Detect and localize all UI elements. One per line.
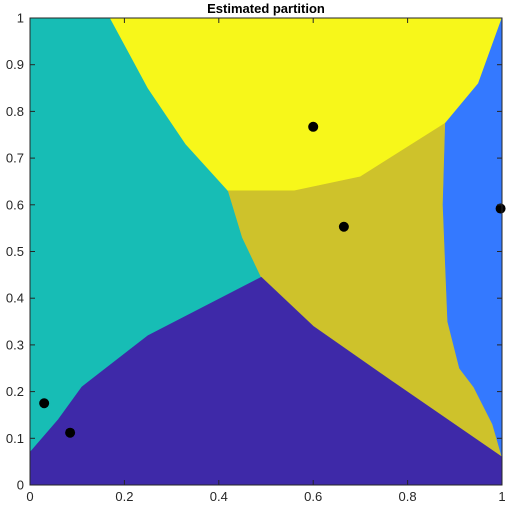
x-tick-label: 0.6 <box>304 489 322 504</box>
data-points <box>39 121 506 438</box>
y-tick-label: 0.7 <box>6 151 24 166</box>
x-tick-label: 0.8 <box>399 489 417 504</box>
data-point <box>308 121 319 132</box>
y-tick-label: 0.3 <box>6 337 24 352</box>
y-tick-label: 0.8 <box>6 104 24 119</box>
y-tick-label: 0.9 <box>6 57 24 72</box>
chart-title: Estimated partition <box>207 1 325 16</box>
x-axis: 0 0.2 0.4 0.6 0.8 1 <box>26 18 506 504</box>
y-tick-label: 0 <box>17 478 24 493</box>
data-point <box>338 221 349 232</box>
x-tick-label: 0 <box>26 489 33 504</box>
region-blue <box>442 17 503 458</box>
data-point <box>65 427 76 438</box>
partition-regions <box>29 17 503 486</box>
y-tick-label: 0.5 <box>6 244 24 259</box>
y-tick-label: 1 <box>17 11 24 26</box>
y-tick-label: 0.4 <box>6 291 24 306</box>
x-tick-label: 1 <box>498 489 505 504</box>
x-tick-label: 0.2 <box>115 489 133 504</box>
data-point <box>39 398 50 409</box>
y-tick-label: 0.1 <box>6 431 24 446</box>
y-tick-label: 0.2 <box>6 384 24 399</box>
y-axis: 0 0.1 0.2 0.3 0.4 0.5 0.6 0.7 0.8 0.9 1 <box>6 11 502 493</box>
y-tick-label: 0.6 <box>6 197 24 212</box>
x-tick-label: 0.4 <box>210 489 228 504</box>
data-point <box>495 203 506 214</box>
